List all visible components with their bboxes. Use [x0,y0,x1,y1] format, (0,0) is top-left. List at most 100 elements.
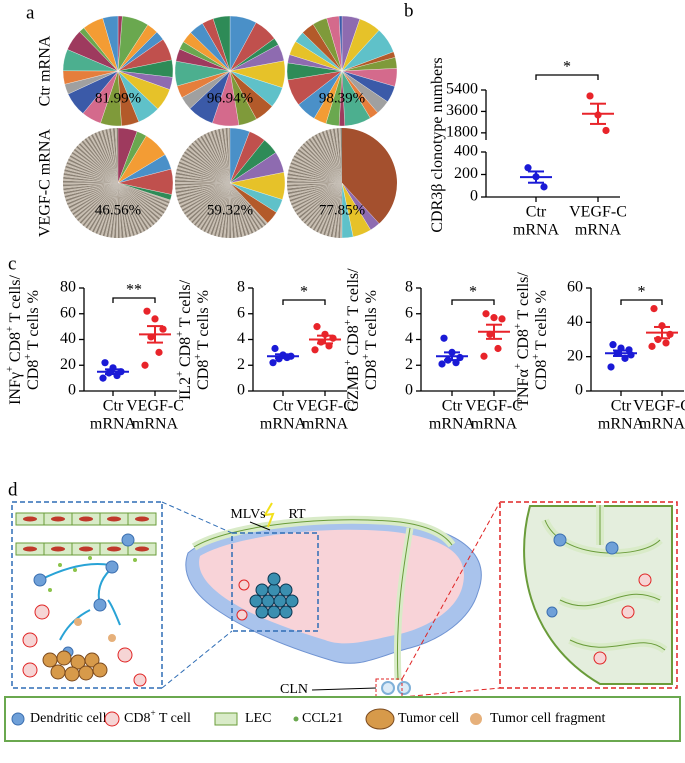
pie-slice [323,183,342,236]
x-tick-label: Ctr [103,398,124,415]
pie-slice [203,183,230,233]
pie-slice [109,128,118,183]
pie-slice [69,155,118,183]
text-part: T cells % [25,290,42,354]
pie-slice [197,137,230,183]
pie-slice [287,183,342,193]
pie-slice [214,129,230,183]
pie-slice [186,183,230,218]
pie-slice [180,183,230,210]
data-point [105,369,113,377]
pie-label: 77.85% [319,202,365,218]
pie-slice [177,164,230,183]
data-point [540,183,548,191]
pie-slice [63,183,118,189]
x-tick-label: Ctr [611,398,632,415]
pie [174,15,286,127]
pie-slice [230,183,233,238]
pie-slice [316,183,342,233]
pie-slice [68,183,118,209]
x-tick-label: VEGF-C [465,398,523,415]
pie-slice [84,138,118,183]
pie-slice [189,183,230,222]
data-point [662,339,670,347]
pie-slice [78,183,118,223]
pie-slice [118,183,154,227]
pie-slice [79,183,118,224]
legend-icon [293,716,299,722]
data-point [438,360,446,368]
x-tick-label: mRNA [260,416,307,433]
pie-slice [304,141,342,183]
pie-slice [210,183,230,236]
panel-label: b [404,0,414,21]
pie-slice [100,183,118,236]
pie-slice [64,169,118,183]
x-tick-label: mRNA [471,416,518,433]
text-part: + [175,331,186,337]
pie-slice [179,159,230,183]
pie-slice [230,183,268,225]
pie-slice [77,144,118,183]
text-part: CD8 [177,337,194,371]
pie-slice [117,183,120,238]
pie-slice [83,139,118,183]
error-bar [613,349,629,357]
pie-slice [63,183,118,191]
pie-slice [287,173,342,183]
text-part: CD8 [7,332,24,366]
pie-slice [230,183,257,232]
pie-slice [182,183,230,213]
pie-slice [293,155,342,183]
pie-slice [80,183,118,225]
pie-slice [288,183,342,197]
pie-slice [102,183,118,237]
pie-slice [188,183,230,221]
pie-slice [176,168,230,183]
pie-slice [110,183,118,238]
pie-slice [118,183,165,214]
pie-slice [291,158,342,183]
pie-slice [118,183,149,230]
text-part: CD8 [195,360,212,390]
pie-slice [176,183,230,199]
pie-slice [230,183,237,238]
pie-slice [297,183,342,217]
pie-slice [316,133,342,183]
pie-slice [175,179,230,183]
x-tick-label: VEGF-C [126,398,184,415]
data-point [159,325,167,333]
y-axis-label: CD8+ T cells % [193,290,212,390]
pie-slice [230,183,241,238]
pie-slice [212,130,230,183]
pie-slice [319,131,342,183]
pie [175,127,286,239]
y-tick-label: 2 [237,356,245,373]
pie-slice [287,175,342,183]
pie-slice [118,183,157,224]
pie-slice [332,183,342,238]
text-part: T cells % [363,290,380,354]
error-bar [486,323,502,340]
pie-slice [63,171,118,183]
pie-slice [296,150,342,183]
x-tick-label: VEGF-C [296,398,354,415]
pie-slice [64,183,118,198]
pie-slice [321,183,342,235]
legend-icon [104,711,120,727]
pie-slice [326,183,342,237]
y-tick-label: 6 [237,304,245,321]
pie-slice [201,183,230,232]
pie-slice [106,183,118,238]
data-point [498,315,506,323]
pie-slice [188,145,230,183]
pie-slice [289,183,342,200]
pie-slice [227,183,230,238]
pie-slice [230,183,250,235]
pie-slice [108,183,118,238]
pie-slice [192,183,230,225]
y-tick-label: 8 [405,279,413,296]
pie-slice [287,183,342,189]
pie-slice [208,183,230,235]
